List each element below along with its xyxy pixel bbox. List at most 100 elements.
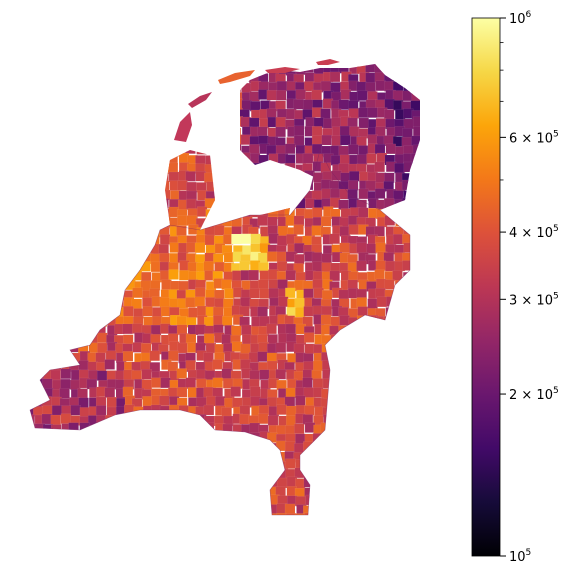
municipality-region — [374, 144, 386, 155]
municipality-region — [250, 386, 261, 397]
municipality-region — [205, 497, 216, 508]
municipality-region — [368, 415, 379, 427]
municipality-region — [402, 379, 413, 391]
municipality-region — [30, 126, 36, 137]
municipality-region — [70, 64, 81, 76]
municipality-region — [87, 152, 99, 164]
municipality-region — [376, 296, 388, 308]
municipality-region — [385, 325, 396, 336]
municipality-region — [222, 209, 233, 220]
municipality-region — [195, 479, 207, 490]
municipality-region — [374, 269, 385, 280]
municipality-region — [411, 477, 420, 488]
municipality-region — [88, 458, 99, 469]
municipality-region — [412, 334, 420, 345]
municipality-region — [141, 199, 153, 210]
municipality-region — [167, 361, 179, 372]
municipality-region — [338, 325, 349, 336]
municipality-region — [106, 297, 117, 308]
municipality-region — [33, 512, 44, 515]
municipality-region — [348, 64, 360, 66]
municipality-region — [53, 179, 64, 191]
municipality-region — [250, 64, 261, 65]
municipality-region — [303, 64, 314, 73]
municipality-region — [366, 407, 377, 418]
municipality-region — [169, 461, 180, 472]
municipality-region — [248, 504, 260, 515]
municipality-region — [30, 64, 36, 73]
municipality-region — [221, 368, 232, 379]
municipality-region — [97, 188, 109, 200]
municipality-region — [260, 503, 271, 514]
municipality-region — [230, 127, 241, 139]
colorbar-tick-label: 2 × 105 — [509, 386, 559, 403]
municipality-region — [44, 234, 55, 246]
municipality-region — [268, 153, 280, 164]
municipality-region — [69, 80, 80, 92]
municipality-region — [116, 91, 127, 103]
municipality-region — [30, 117, 35, 129]
municipality-region — [60, 495, 71, 506]
municipality-region — [185, 496, 197, 508]
municipality-region — [177, 342, 188, 354]
municipality-region — [268, 288, 279, 299]
municipality-region — [149, 198, 161, 209]
municipality-region — [105, 215, 117, 227]
municipality-region — [115, 431, 127, 442]
municipality-region — [312, 378, 324, 389]
municipality-region — [133, 406, 144, 417]
municipality-region — [59, 388, 70, 399]
municipality-region — [421, 209, 431, 219]
municipality-region — [142, 100, 153, 111]
municipality-region — [222, 172, 233, 184]
municipality-region — [142, 82, 154, 94]
municipality-region — [240, 134, 252, 145]
municipality-region — [375, 468, 386, 479]
municipality-region — [62, 145, 73, 156]
municipality-region — [240, 152, 251, 163]
municipality-region — [140, 503, 151, 515]
municipality-region — [187, 487, 199, 499]
municipality-region — [179, 431, 190, 443]
municipality-region — [386, 495, 397, 506]
municipality-region — [295, 395, 306, 407]
municipality-region — [186, 181, 197, 193]
municipality-region — [339, 485, 351, 497]
municipality-region — [348, 433, 360, 445]
municipality-region — [70, 146, 82, 157]
municipality-region — [41, 244, 52, 255]
municipality-region — [115, 261, 127, 272]
municipality-region — [331, 503, 342, 515]
municipality-region — [284, 143, 296, 154]
municipality-region — [42, 478, 53, 489]
municipality-region — [384, 351, 395, 363]
municipality-region — [51, 116, 62, 127]
municipality-region — [285, 173, 297, 184]
municipality-region — [231, 325, 242, 336]
municipality-region — [412, 431, 420, 443]
municipality-region — [141, 496, 153, 508]
municipality-region — [212, 377, 223, 388]
municipality-region — [404, 450, 415, 461]
municipality-region — [78, 324, 90, 335]
municipality-region — [97, 64, 108, 66]
municipality-region — [114, 73, 125, 84]
municipality-region — [204, 64, 216, 66]
island-terschelling — [218, 70, 255, 84]
municipality-region — [401, 513, 412, 515]
municipality-region — [113, 494, 124, 506]
municipality-region — [250, 512, 261, 515]
municipality-region — [304, 332, 315, 343]
municipality-region — [275, 117, 286, 128]
municipality-region — [196, 71, 207, 82]
municipality-region — [338, 289, 349, 301]
municipality-region — [203, 118, 215, 130]
municipality-region — [42, 431, 53, 442]
municipality-region — [35, 317, 46, 328]
municipality-region — [366, 243, 377, 254]
municipality-region — [259, 369, 270, 380]
municipality-region — [177, 512, 188, 515]
municipality-region — [152, 476, 163, 488]
municipality-region — [61, 335, 73, 346]
